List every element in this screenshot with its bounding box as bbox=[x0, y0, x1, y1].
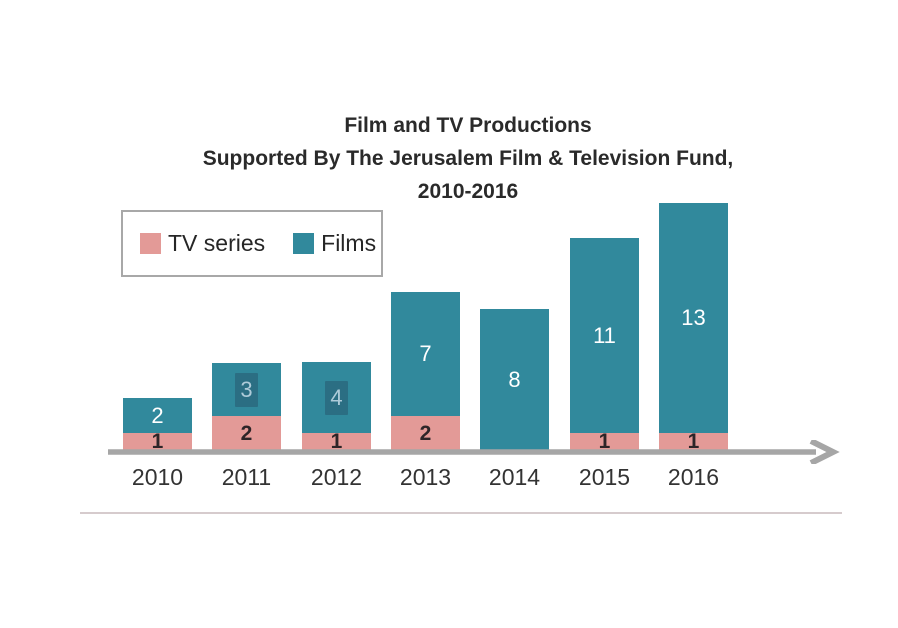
x-axis-label-2014: 2014 bbox=[488, 464, 541, 490]
chart-legend: TV series Films bbox=[121, 210, 383, 277]
legend-label-tv-series: TV series bbox=[168, 230, 266, 256]
x-axis-label-2012: 2012 bbox=[310, 464, 363, 490]
tv-series-value-label-2011: 2 bbox=[240, 421, 253, 445]
films-segment-2010: 2 bbox=[123, 398, 192, 433]
films-segment-2015: 11 bbox=[570, 238, 639, 433]
x-axis-label-2010: 2010 bbox=[131, 464, 184, 490]
films-segment-2011: 3 bbox=[212, 363, 281, 416]
x-axis-line bbox=[108, 440, 840, 464]
bar-2014: 8 bbox=[480, 309, 549, 451]
tv-series-value-label-2016: 1 bbox=[687, 430, 700, 453]
tv-series-value-label-2013: 2 bbox=[419, 421, 432, 445]
x-axis-label-2016: 2016 bbox=[667, 464, 720, 490]
bottom-divider-line bbox=[80, 512, 842, 514]
chart-title: Film and TV Productions Supported By The… bbox=[68, 109, 868, 208]
bar-2015: 11 1 bbox=[570, 238, 639, 453]
legend-item-films: Films bbox=[293, 230, 376, 257]
plot-area: 2 1 2010 3 2 2011 4 1 2012 7 2 2013 8 2014 11 1 2015 13 1 2… bbox=[123, 195, 738, 490]
films-segment-2013: 7 bbox=[391, 292, 460, 416]
films-value-label-2016: 13 bbox=[681, 305, 706, 330]
films-value-label-2014: 8 bbox=[508, 367, 521, 392]
tv-series-segment-2011: 2 bbox=[212, 416, 281, 451]
x-axis-label-2015: 2015 bbox=[578, 464, 631, 490]
x-axis-label-2011: 2011 bbox=[221, 464, 272, 490]
tv-series-segment-2016: 1 bbox=[659, 430, 728, 453]
tv-series-segment-2015: 1 bbox=[570, 430, 639, 453]
films-segment-2016: 13 bbox=[659, 203, 728, 433]
films-segment-2012: 4 bbox=[302, 362, 371, 433]
chart-title-line-1: Film and TV Productions bbox=[344, 114, 592, 137]
legend-item-tv-series: TV series bbox=[140, 230, 265, 257]
films-value-label-2013: 7 bbox=[419, 341, 432, 366]
tv-series-swatch-icon bbox=[140, 233, 161, 254]
films-segment-2014: 8 bbox=[480, 309, 549, 451]
films-value-label-2012: 4 bbox=[325, 380, 348, 415]
legend-label-films: Films bbox=[321, 230, 377, 256]
tv-series-value-label-2010: 1 bbox=[151, 430, 164, 453]
tv-series-value-label-2012: 1 bbox=[330, 430, 343, 453]
films-swatch-icon bbox=[293, 233, 315, 254]
x-axis-label-2013: 2013 bbox=[399, 464, 452, 490]
axis-arrow-icon bbox=[809, 440, 840, 464]
tv-series-segment-2012: 1 bbox=[302, 430, 371, 453]
chart-title-line-3: 2010-2016 bbox=[417, 180, 519, 203]
tv-series-segment-2010: 1 bbox=[123, 430, 192, 453]
films-value-label-2010: 2 bbox=[151, 402, 164, 428]
films-value-label-2011: 3 bbox=[235, 372, 258, 407]
chart-title-line-2: Supported By The Jerusalem Film & Televi… bbox=[202, 147, 734, 170]
bar-2016: 13 1 bbox=[659, 203, 728, 453]
films-value-label-2015: 11 bbox=[593, 322, 616, 348]
tv-series-segment-2013: 2 bbox=[391, 416, 460, 451]
tv-series-value-label-2015: 1 bbox=[598, 430, 611, 453]
